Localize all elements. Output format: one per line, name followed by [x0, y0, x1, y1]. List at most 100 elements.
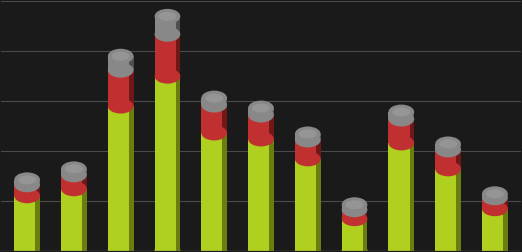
- Bar: [155, 76, 176, 250]
- Bar: [388, 112, 410, 119]
- Bar: [342, 219, 363, 250]
- Ellipse shape: [388, 136, 414, 150]
- Bar: [129, 70, 134, 106]
- Ellipse shape: [159, 12, 176, 21]
- Ellipse shape: [201, 125, 227, 140]
- Bar: [503, 194, 508, 198]
- Bar: [176, 76, 180, 250]
- Bar: [482, 194, 503, 198]
- Bar: [61, 169, 82, 175]
- Ellipse shape: [248, 132, 274, 146]
- Bar: [342, 210, 363, 219]
- Bar: [342, 205, 363, 210]
- Ellipse shape: [108, 99, 134, 114]
- Bar: [248, 139, 269, 250]
- Bar: [201, 105, 222, 133]
- Ellipse shape: [346, 200, 363, 209]
- Ellipse shape: [61, 161, 87, 176]
- Bar: [482, 198, 503, 209]
- Ellipse shape: [342, 202, 367, 217]
- Bar: [295, 159, 316, 250]
- Bar: [222, 133, 227, 250]
- Ellipse shape: [435, 243, 461, 252]
- Bar: [61, 175, 82, 189]
- Bar: [108, 56, 129, 70]
- Bar: [410, 119, 414, 143]
- Bar: [82, 175, 87, 189]
- Bar: [201, 98, 222, 105]
- Ellipse shape: [435, 161, 461, 176]
- Bar: [14, 185, 35, 196]
- Ellipse shape: [155, 9, 180, 24]
- Bar: [108, 106, 129, 250]
- Bar: [176, 34, 180, 76]
- Ellipse shape: [65, 164, 83, 173]
- Ellipse shape: [155, 27, 180, 42]
- Ellipse shape: [482, 190, 508, 205]
- Ellipse shape: [342, 243, 367, 252]
- Ellipse shape: [61, 181, 87, 196]
- Ellipse shape: [435, 137, 461, 151]
- Ellipse shape: [299, 130, 317, 138]
- Ellipse shape: [295, 133, 321, 147]
- Ellipse shape: [295, 151, 321, 166]
- Ellipse shape: [439, 139, 457, 148]
- Ellipse shape: [155, 69, 180, 84]
- Ellipse shape: [155, 243, 180, 252]
- Bar: [82, 169, 87, 175]
- Bar: [503, 209, 508, 250]
- Ellipse shape: [61, 243, 87, 252]
- Ellipse shape: [14, 172, 40, 187]
- Ellipse shape: [342, 197, 367, 212]
- Ellipse shape: [482, 186, 508, 201]
- Bar: [35, 185, 40, 196]
- Ellipse shape: [61, 167, 87, 182]
- Bar: [435, 144, 456, 150]
- Bar: [222, 98, 227, 105]
- Bar: [316, 134, 321, 140]
- Bar: [82, 189, 87, 250]
- Ellipse shape: [482, 201, 508, 216]
- Ellipse shape: [18, 175, 36, 184]
- Ellipse shape: [393, 108, 410, 116]
- Bar: [248, 115, 269, 139]
- Ellipse shape: [482, 243, 508, 252]
- Ellipse shape: [388, 243, 414, 252]
- Bar: [388, 119, 410, 143]
- Bar: [435, 169, 456, 250]
- Bar: [248, 108, 269, 115]
- Bar: [269, 139, 274, 250]
- Bar: [435, 150, 456, 169]
- Bar: [410, 112, 414, 119]
- Bar: [108, 70, 129, 106]
- Bar: [269, 108, 274, 115]
- Bar: [14, 180, 35, 185]
- Bar: [201, 133, 222, 250]
- Bar: [222, 105, 227, 133]
- Bar: [155, 16, 176, 34]
- Bar: [35, 180, 40, 185]
- Bar: [155, 34, 176, 76]
- Ellipse shape: [388, 105, 414, 119]
- Ellipse shape: [108, 49, 134, 64]
- Ellipse shape: [486, 189, 504, 198]
- Bar: [456, 150, 461, 169]
- Bar: [269, 115, 274, 139]
- Ellipse shape: [201, 243, 227, 252]
- Bar: [456, 169, 461, 250]
- Bar: [295, 134, 316, 140]
- Ellipse shape: [108, 243, 134, 252]
- Bar: [35, 196, 40, 250]
- Bar: [129, 106, 134, 250]
- Ellipse shape: [295, 127, 321, 141]
- Ellipse shape: [295, 243, 321, 252]
- Bar: [176, 16, 180, 34]
- Bar: [316, 159, 321, 250]
- Bar: [363, 210, 367, 219]
- Bar: [363, 205, 367, 210]
- Ellipse shape: [112, 52, 129, 61]
- Bar: [456, 144, 461, 150]
- Bar: [295, 140, 316, 159]
- Bar: [14, 196, 35, 250]
- Bar: [61, 189, 82, 250]
